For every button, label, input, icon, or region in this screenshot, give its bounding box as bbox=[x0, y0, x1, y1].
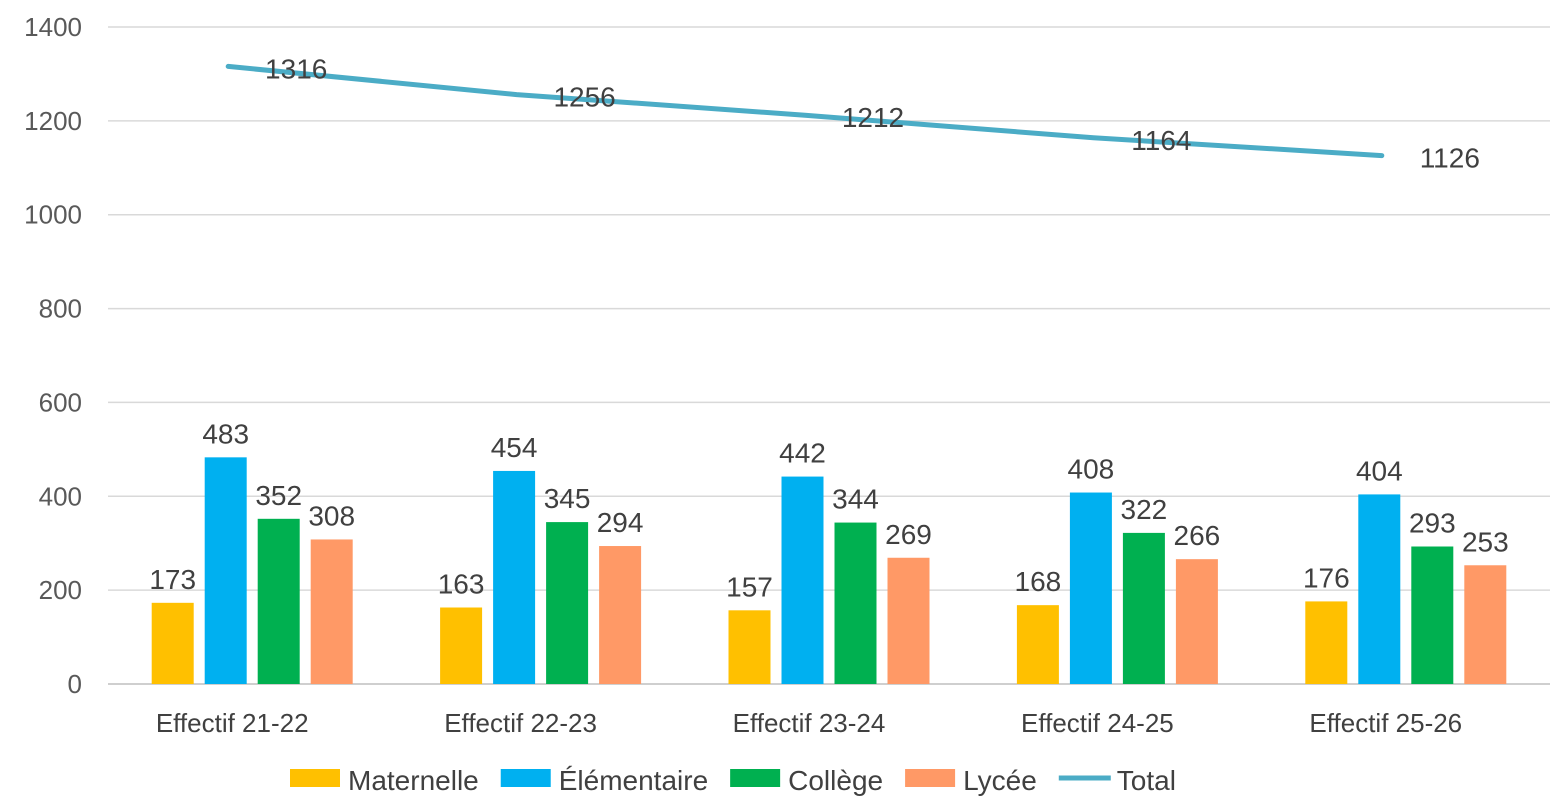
bar bbox=[1016, 605, 1059, 684]
y-tick-label: 1000 bbox=[24, 200, 82, 230]
y-tick-label: 600 bbox=[39, 387, 82, 417]
x-category-label: Effectif 22-23 bbox=[444, 708, 597, 738]
bar-value-label: 293 bbox=[1409, 507, 1456, 538]
bar-value-label: 163 bbox=[438, 569, 485, 600]
bar-value-label: 408 bbox=[1068, 454, 1115, 485]
bar-series bbox=[151, 457, 1507, 684]
bar-value-label: 442 bbox=[779, 438, 826, 469]
legend-label: Élémentaire bbox=[559, 765, 708, 796]
bar-value-label: 266 bbox=[1174, 520, 1221, 551]
x-category-label: Effectif 21-22 bbox=[156, 708, 309, 738]
total-value-label: 1212 bbox=[842, 102, 904, 133]
total-point bbox=[514, 92, 519, 97]
legend-item: Total bbox=[1058, 765, 1176, 796]
bar bbox=[1122, 532, 1165, 684]
bar bbox=[257, 518, 300, 684]
y-tick-label: 400 bbox=[39, 481, 82, 511]
bar-value-label: 157 bbox=[726, 571, 773, 602]
legend-item: Maternelle bbox=[290, 765, 479, 796]
bar-value-label: 253 bbox=[1462, 526, 1509, 557]
legend-label: Lycée bbox=[963, 765, 1037, 796]
legend-item: Collège bbox=[730, 765, 883, 796]
total-point bbox=[1091, 135, 1096, 140]
bar-value-label: 454 bbox=[491, 432, 538, 463]
x-category-label: Effectif 25-26 bbox=[1309, 708, 1462, 738]
x-category-label: Effectif 23-24 bbox=[733, 708, 886, 738]
bar-data-labels: 173 163 157 168 176 483 454 442 408 404 352 345 344 3… bbox=[149, 418, 1508, 602]
bar-value-label: 173 bbox=[149, 564, 196, 595]
bar bbox=[204, 457, 247, 684]
x-category-label: Effectif 24-25 bbox=[1021, 708, 1174, 738]
legend-label: Total bbox=[1117, 765, 1176, 796]
bar bbox=[599, 546, 642, 684]
y-tick-label: 200 bbox=[39, 575, 82, 605]
bar-value-label: 308 bbox=[308, 500, 355, 531]
bar bbox=[151, 602, 194, 684]
bar-value-label: 404 bbox=[1356, 455, 1403, 486]
legend: Maternelle Élémentaire Collège Lycée Total bbox=[290, 765, 1176, 796]
bar-value-label: 168 bbox=[1015, 566, 1062, 597]
legend-swatch bbox=[905, 769, 956, 787]
bar bbox=[781, 476, 824, 684]
total-value-label: 1126 bbox=[1420, 143, 1480, 174]
total-point bbox=[226, 64, 231, 69]
y-tick-label: 800 bbox=[39, 294, 82, 324]
total-value-label: 1164 bbox=[1131, 125, 1191, 156]
bar bbox=[1069, 492, 1112, 684]
bar-value-label: 322 bbox=[1121, 494, 1168, 525]
bar-value-label: 269 bbox=[885, 519, 932, 550]
total-value-label: 1256 bbox=[553, 82, 615, 113]
legend-swatch bbox=[290, 769, 340, 787]
total-point bbox=[803, 113, 807, 118]
bar-value-label: 345 bbox=[544, 483, 591, 514]
bar-value-label: 294 bbox=[597, 507, 644, 538]
bar-value-label: 176 bbox=[1303, 562, 1350, 593]
y-axis: 0 200 400 600 800 1000 1200 1400 bbox=[24, 12, 82, 699]
bar bbox=[1464, 565, 1507, 684]
y-tick-label: 1200 bbox=[24, 106, 82, 136]
bar bbox=[1175, 559, 1218, 684]
bar bbox=[1358, 494, 1401, 684]
total-line bbox=[225, 63, 1385, 159]
bar-value-label: 344 bbox=[832, 484, 879, 515]
bar bbox=[310, 539, 353, 684]
bar bbox=[493, 470, 536, 684]
bar bbox=[440, 607, 483, 684]
legend-label: Maternelle bbox=[348, 765, 479, 796]
total-line-series: 1316 1256 1212 1164 1126 bbox=[225, 53, 1480, 174]
total-value-label: 1316 bbox=[265, 53, 327, 84]
y-tick-label: 0 bbox=[68, 669, 82, 699]
total-point bbox=[1379, 153, 1384, 158]
legend-swatch bbox=[730, 769, 781, 787]
legend-item: Lycée bbox=[905, 765, 1037, 796]
legend-label: Collège bbox=[788, 765, 883, 796]
y-tick-label: 1400 bbox=[24, 12, 82, 42]
x-axis: Effectif 21-22 Effectif 22-23 Effectif 23-… bbox=[156, 708, 1462, 738]
bar bbox=[1305, 601, 1348, 684]
bar bbox=[728, 610, 771, 684]
legend-swatch bbox=[500, 769, 551, 787]
legend-item: Élémentaire bbox=[500, 765, 708, 796]
bar-value-label: 352 bbox=[255, 480, 302, 511]
bar bbox=[1411, 546, 1454, 684]
bar bbox=[834, 522, 877, 684]
bar bbox=[546, 522, 589, 684]
bar-value-label: 483 bbox=[202, 418, 249, 449]
bar bbox=[887, 557, 930, 684]
